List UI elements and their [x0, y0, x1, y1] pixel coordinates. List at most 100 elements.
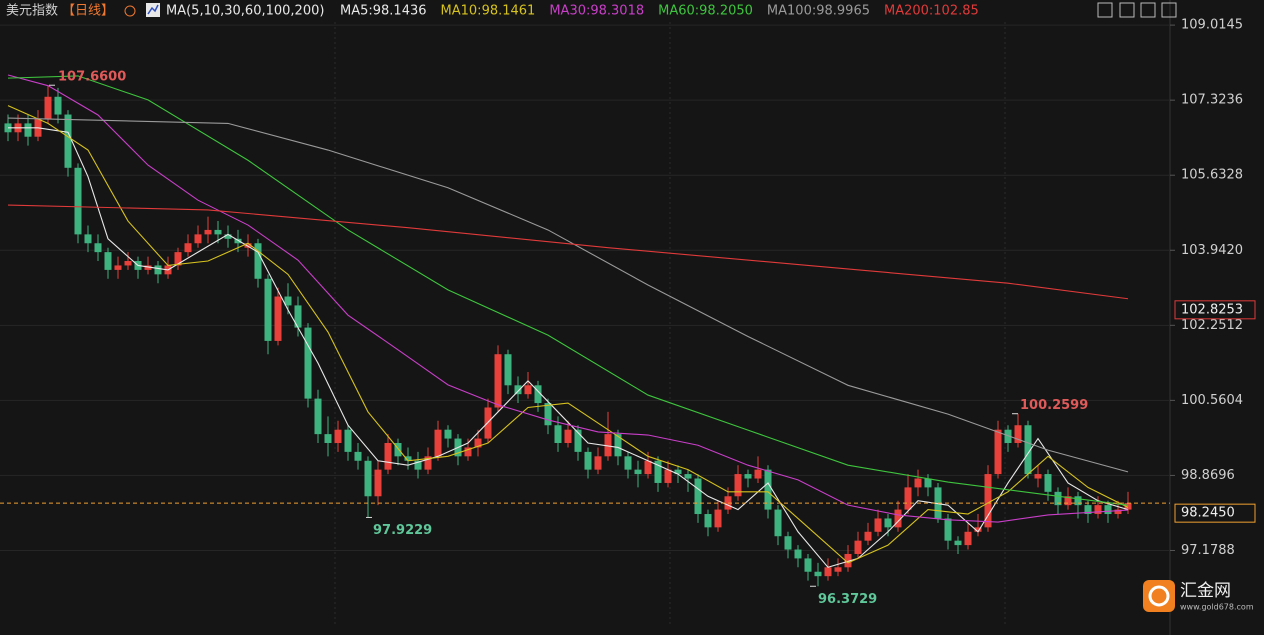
candle-body	[904, 487, 912, 510]
candle-body	[304, 327, 312, 399]
annotation: 97.9229	[373, 523, 432, 538]
candle-body	[554, 425, 562, 444]
price-label-box	[1174, 503, 1256, 523]
candle-body	[664, 469, 672, 483]
candles	[4, 85, 1132, 587]
candle-body	[674, 469, 682, 475]
candle-body	[154, 265, 162, 275]
candle-body	[124, 261, 132, 266]
y-tick-label: 109.0145	[1181, 18, 1243, 33]
candle-body	[444, 429, 452, 439]
candle-body	[1024, 425, 1032, 475]
vertical-grid	[334, 22, 1006, 625]
candle-body	[224, 234, 232, 239]
tool-button[interactable]	[1140, 2, 1156, 18]
candle-body	[854, 540, 862, 554]
candle-body	[504, 354, 512, 386]
candle-body	[614, 434, 622, 457]
candle-body	[464, 447, 472, 457]
tool-button[interactable]	[1161, 2, 1177, 18]
candle-body	[954, 540, 962, 546]
header: 美元指数 【日线】 MA(5,10,30,60,100,200)	[6, 3, 324, 19]
candle-body	[104, 252, 112, 270]
candle-body	[564, 429, 572, 444]
watermark: 汇金网 www.gold678.com	[1143, 580, 1254, 612]
candle-body	[1044, 474, 1052, 492]
candle-body	[804, 558, 812, 572]
candle-body	[394, 443, 402, 457]
candle-body	[324, 434, 332, 444]
legend-entry: MA100:98.9965	[767, 4, 870, 19]
legend-entry: MA30:98.3018	[549, 4, 644, 19]
price-label-box	[1174, 300, 1256, 320]
candle-body	[254, 243, 262, 279]
candle-body	[374, 469, 382, 497]
y-tick-label: 98.8696	[1181, 468, 1235, 483]
period[interactable]: 【日线】	[62, 4, 114, 19]
candle-body	[194, 234, 202, 244]
instrument-title: 美元指数	[6, 4, 58, 19]
candle-body	[644, 460, 652, 475]
candle-body	[984, 474, 992, 528]
candle-body	[364, 460, 372, 497]
candle-body	[544, 403, 552, 426]
candle-body	[434, 429, 442, 457]
candle-body	[684, 474, 692, 479]
candle-body	[1064, 496, 1072, 506]
candle-body	[44, 96, 52, 119]
candle-body	[494, 354, 502, 408]
candle-body	[54, 96, 62, 115]
tool-button[interactable]	[1097, 2, 1113, 18]
ma-line	[7, 204, 1129, 300]
candle-body	[274, 296, 282, 341]
candle-body	[694, 478, 702, 515]
candle-body	[654, 460, 662, 483]
ma-line	[7, 105, 1129, 564]
candle-body	[384, 443, 392, 470]
legend-entry: MA10:98.1461	[441, 4, 536, 19]
tool-button[interactable]	[1119, 2, 1135, 18]
collapse-icon[interactable]	[124, 5, 136, 17]
candle-body	[774, 509, 782, 537]
candle-body	[894, 509, 902, 528]
candle-body	[764, 469, 772, 510]
candle-body	[1084, 505, 1092, 515]
ma-line	[7, 74, 1129, 523]
candle-body	[754, 469, 762, 479]
candle-body	[874, 518, 882, 532]
candle-body	[534, 385, 542, 404]
candle-body	[1094, 505, 1102, 515]
candle-body	[114, 265, 122, 270]
annotation: 100.2599	[1020, 398, 1088, 413]
candle-body	[294, 305, 302, 328]
price-label: 102.8253	[1181, 302, 1243, 317]
candle-body	[474, 438, 482, 448]
ma-label: MA(5,10,30,60,100,200)	[166, 4, 324, 19]
candle-body	[794, 549, 802, 559]
candle-body	[994, 429, 1002, 475]
candle-body	[864, 531, 872, 541]
candle-body	[1004, 429, 1012, 444]
candle-body	[344, 429, 352, 452]
candle-body	[814, 571, 822, 577]
candle-body	[1014, 425, 1022, 444]
watermark-logo-glyph	[1148, 585, 1170, 607]
candle-body	[824, 567, 832, 577]
candle-body	[1114, 509, 1122, 515]
candle-body	[204, 229, 212, 235]
candle-body	[624, 456, 632, 470]
candle-body	[944, 518, 952, 541]
candle-body	[264, 278, 272, 341]
y-tick-label: 105.6328	[1181, 168, 1243, 183]
candle-body	[354, 451, 362, 461]
legend-entry: MA5:98.1436	[340, 4, 427, 19]
candle-body	[1034, 474, 1042, 479]
ma-line	[7, 75, 1129, 506]
candle-body	[214, 229, 222, 235]
candle-body	[924, 478, 932, 488]
candle-body	[574, 429, 582, 452]
candle-body	[1054, 491, 1062, 506]
candle-body	[1074, 496, 1082, 506]
y-tick-label: 102.2512	[1181, 318, 1243, 333]
